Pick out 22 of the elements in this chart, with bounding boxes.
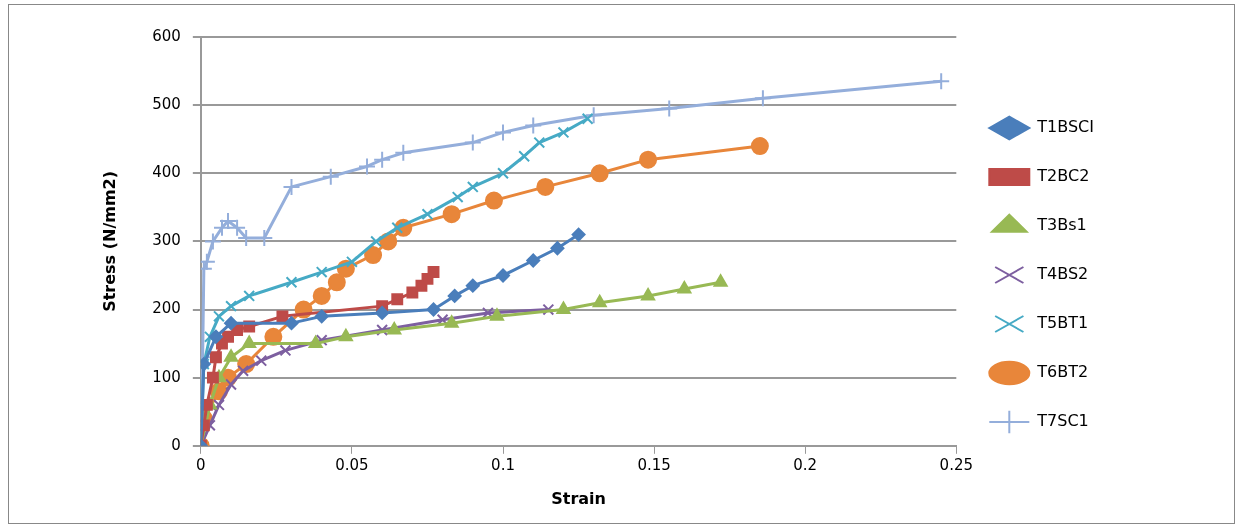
x-tick-label: 0 xyxy=(196,455,206,474)
y-tick-label: 600 xyxy=(152,26,181,45)
y-tick-label: 0 xyxy=(171,435,181,454)
y-tick-label: 200 xyxy=(152,299,181,318)
legend-label: T2BC2 xyxy=(1036,166,1090,186)
y-tick-label: 300 xyxy=(152,231,181,250)
x-tick-label: 0.25 xyxy=(939,455,974,474)
x-tick-label: 0.2 xyxy=(793,455,818,474)
y-tick-label: 400 xyxy=(152,163,181,182)
y-axis-title: Stress (N/mm2) xyxy=(99,170,119,312)
legend-label: T1BSCI xyxy=(1036,117,1095,137)
y-tick-label: 100 xyxy=(152,367,181,386)
legend-label: T4BS2 xyxy=(1036,264,1089,284)
x-tick-label: 0.1 xyxy=(491,455,515,474)
x-tick-label: 0.05 xyxy=(335,455,369,474)
y-tick-label: 500 xyxy=(152,95,181,114)
x-tick-label: 0.15 xyxy=(637,455,671,474)
x-axis-title: Strain xyxy=(551,488,606,508)
legend-label: T6BT2 xyxy=(1036,362,1089,382)
legend-label: T3Bs1 xyxy=(1036,215,1087,235)
legend-label: T7SC1 xyxy=(1036,411,1089,431)
legend-label: T5BT1 xyxy=(1036,313,1089,333)
